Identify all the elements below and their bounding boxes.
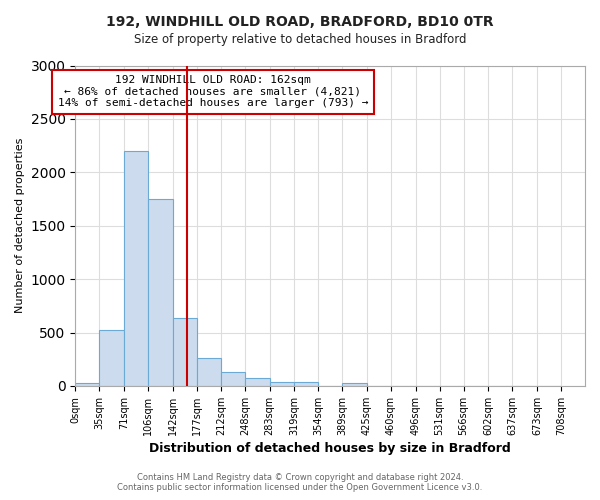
Bar xyxy=(245,378,269,386)
Text: 192, WINDHILL OLD ROAD, BRADFORD, BD10 0TR: 192, WINDHILL OLD ROAD, BRADFORD, BD10 0… xyxy=(106,15,494,29)
Bar xyxy=(197,358,221,386)
Text: Contains HM Land Registry data © Crown copyright and database right 2024.
Contai: Contains HM Land Registry data © Crown c… xyxy=(118,473,482,492)
Bar xyxy=(294,382,318,386)
Bar xyxy=(342,383,367,386)
Text: Size of property relative to detached houses in Bradford: Size of property relative to detached ho… xyxy=(134,32,466,46)
Bar xyxy=(124,151,148,386)
Y-axis label: Number of detached properties: Number of detached properties xyxy=(15,138,25,314)
Bar xyxy=(173,318,197,386)
Bar xyxy=(221,372,245,386)
Bar xyxy=(76,383,100,386)
Bar xyxy=(148,199,173,386)
X-axis label: Distribution of detached houses by size in Bradford: Distribution of detached houses by size … xyxy=(149,442,511,455)
Bar xyxy=(269,382,294,386)
Bar xyxy=(100,330,124,386)
Text: 192 WINDHILL OLD ROAD: 162sqm
← 86% of detached houses are smaller (4,821)
14% o: 192 WINDHILL OLD ROAD: 162sqm ← 86% of d… xyxy=(58,75,368,108)
